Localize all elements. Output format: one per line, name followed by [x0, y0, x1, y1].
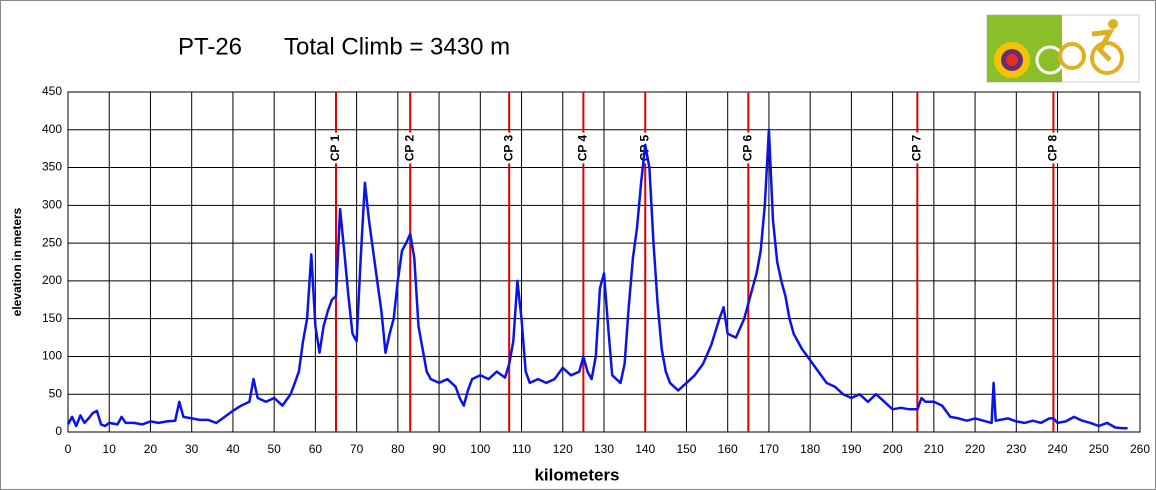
checkpoint-label: CP 2 — [402, 134, 416, 161]
x-tick-label: 10 — [103, 442, 117, 456]
x-tick-label: 230 — [1006, 442, 1026, 456]
checkpoint-label: CP 7 — [910, 134, 924, 161]
x-tick-label: 180 — [800, 442, 820, 456]
logo — [986, 14, 1140, 83]
x-tick-label: 250 — [1089, 442, 1109, 456]
y-tick-label: 250 — [42, 235, 62, 249]
x-tick-label: 30 — [185, 442, 199, 456]
y-tick-label: 50 — [49, 386, 63, 400]
y-axis-label: elevation in meters — [10, 207, 24, 316]
checkpoint-label-bg — [502, 132, 517, 164]
x-tick-label: 90 — [432, 442, 446, 456]
x-tick-label: 20 — [144, 442, 158, 456]
x-tick-label: 160 — [718, 442, 738, 456]
y-tick-label: 350 — [42, 160, 62, 174]
y-tick-label: 0 — [55, 424, 62, 438]
y-tick-label: 300 — [42, 198, 62, 212]
x-tick-label: 220 — [965, 442, 985, 456]
chart-subtitle: Total Climb = 3430 m — [284, 33, 510, 60]
x-tick-label: 140 — [635, 442, 655, 456]
checkpoint-label: CP 4 — [576, 134, 590, 161]
x-tick-label: 130 — [594, 442, 614, 456]
checkpoint-label-bg — [1046, 132, 1061, 164]
chart-title: PT-26 — [178, 33, 242, 60]
checkpoint-label-bg — [403, 132, 418, 164]
x-tick-label: 70 — [350, 442, 364, 456]
y-tick-label: 150 — [42, 311, 62, 325]
elevation-line — [66, 128, 1128, 430]
y-tick-label: 100 — [42, 349, 62, 363]
checkpoint-label: CP 3 — [501, 134, 515, 161]
y-tick-label: 400 — [42, 122, 62, 136]
x-tick-label: 150 — [676, 442, 696, 456]
x-tick-label: 40 — [226, 442, 240, 456]
checkpoint-label-bg — [741, 132, 756, 164]
checkpoint-label-bg — [910, 132, 925, 164]
x-tick-label: 210 — [924, 442, 944, 456]
x-tick-label: 60 — [309, 442, 323, 456]
x-tick-label: 190 — [841, 442, 861, 456]
x-axis-label: kilometers — [534, 465, 619, 484]
checkpoint-label: CP 1 — [328, 134, 342, 161]
x-tick-label: 200 — [883, 442, 903, 456]
x-tick-label: 170 — [759, 442, 779, 456]
x-tick-label: 260 — [1130, 442, 1150, 456]
checkpoint-label-bg — [576, 132, 591, 164]
x-tick-label: 100 — [470, 442, 490, 456]
checkpoint-label: CP 8 — [1046, 134, 1060, 161]
y-tick-label: 450 — [42, 84, 62, 98]
checkpoint-label: CP 6 — [740, 134, 754, 161]
x-tick-label: 240 — [1048, 442, 1068, 456]
x-tick-label: 0 — [65, 442, 72, 456]
x-tick-label: 50 — [267, 442, 281, 456]
x-tick-label: 80 — [391, 442, 405, 456]
x-tick-label: 110 — [512, 442, 531, 456]
x-tick-label: 120 — [553, 442, 573, 456]
checkpoint-label-bg — [329, 132, 343, 164]
y-tick-label: 200 — [42, 273, 62, 287]
